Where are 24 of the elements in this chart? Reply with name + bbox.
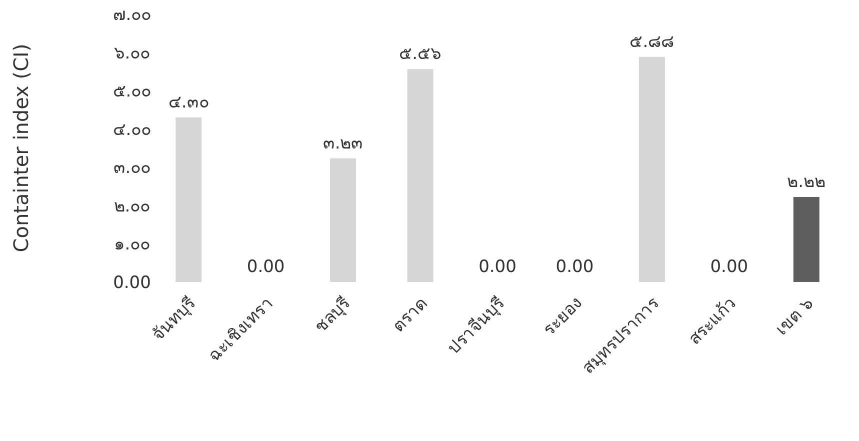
y-axis-title: Containter index (CI)	[9, 44, 33, 252]
y-tick-label: ๔.๐๐	[112, 120, 152, 140]
y-tick-label: ๑.๐๐	[114, 234, 150, 255]
data-label: ๒.๒๒	[787, 172, 826, 192]
data-label: ๓.๒๓	[322, 133, 364, 154]
data-label: 0.00	[246, 257, 285, 277]
bar	[793, 197, 820, 282]
bar	[407, 69, 434, 282]
x-tick-label: เขต ๖	[772, 293, 818, 340]
y-tick-label: ๒.๐๐	[114, 196, 150, 216]
data-label: ๔.๓๐	[168, 92, 209, 112]
y-tick-label: ๗.๐๐	[112, 5, 152, 25]
data-label: 0.00	[556, 257, 594, 277]
data-label: ๕.๕๖	[399, 44, 442, 64]
bar	[176, 117, 202, 282]
y-tick-label: ๓.๐๐	[113, 158, 151, 178]
y-tick-label: ๖.๐๐	[114, 43, 150, 64]
bar	[330, 158, 356, 282]
y-tick-label: 0.00	[113, 273, 151, 293]
data-label: 0.00	[710, 257, 748, 277]
data-label: 0.00	[478, 257, 516, 277]
data-label: ๕.๘๘	[630, 32, 674, 52]
bar	[638, 56, 665, 282]
y-tick-label: ๕.๐๐	[112, 82, 152, 102]
